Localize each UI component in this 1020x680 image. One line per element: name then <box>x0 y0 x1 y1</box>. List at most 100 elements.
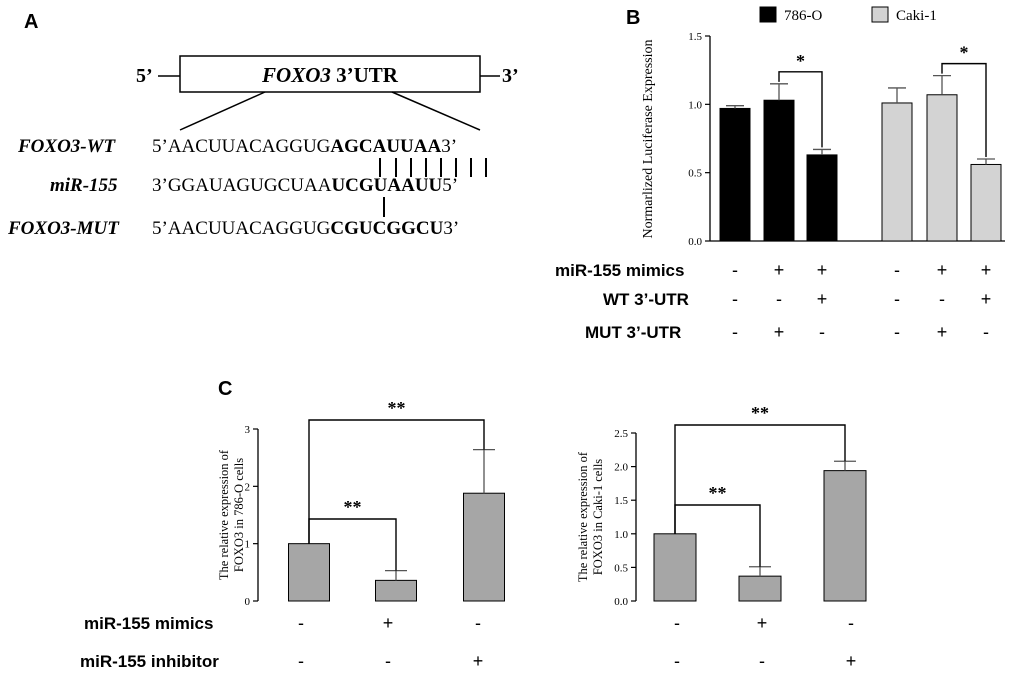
sig-bracket-1 <box>941 62 987 157</box>
bar-1 <box>375 579 417 602</box>
mir-seq-label: miR-155 <box>50 175 118 196</box>
cond-c-sym-1-5: + <box>846 651 857 671</box>
cond-b-sym-2-3: - <box>894 322 900 342</box>
sequence-alignment: FOXO3-WT 5’AACUUACAGGUGAGCAUUAA3’ miR-15… <box>7 136 487 239</box>
legend-label-0: 786-O <box>784 8 822 24</box>
y-tick-label-2: 1.0 <box>614 529 628 541</box>
legend-swatch-0 <box>759 6 777 23</box>
chart-b: 786-O Caki-1 0.0 0.5 1.0 1.5 Normarlized Lucif… <box>641 6 1005 248</box>
zoom-line-left <box>179 91 266 131</box>
y-tick-label-3: 1.5 <box>614 495 628 507</box>
cond-b-sym-2-0: - <box>732 322 738 342</box>
bar-0 <box>653 533 697 602</box>
y-tick-label-3: 3 <box>245 424 251 436</box>
sig-label-1: * <box>960 43 969 63</box>
chart-c-right: 0.0 0.5 1.0 1.5 2.0 2.5 The relative expressio… <box>576 403 867 608</box>
y-axis-label: The relative expression ofFOXO3 in Caki-… <box>576 451 605 582</box>
utr-box <box>179 55 481 93</box>
wt-seq-label: FOXO3-WT <box>17 136 117 157</box>
y-tick-label-0: 0.0 <box>688 236 702 248</box>
sig-label-0: * <box>796 51 805 71</box>
cond-b-sym-0-2: + <box>817 260 828 280</box>
cond-c-label-1: miR-155 inhibitor <box>80 652 219 671</box>
bar-Caki-1-1 <box>926 94 958 242</box>
y-tick-label-4: 2.0 <box>614 462 628 474</box>
y-tick-label-0: 0 <box>245 596 251 608</box>
cond-c-sym-0-4: + <box>757 613 768 633</box>
cond-b-sym-1-0: - <box>732 289 738 309</box>
cond-c-sym-0-1: + <box>383 613 394 633</box>
cond-b-symbols: - + + - + + - - + - - + - + - - + - <box>732 260 991 342</box>
legend-label-1: Caki-1 <box>896 8 937 24</box>
sig-bracket-1 <box>674 504 761 567</box>
cond-c-sym-0-0: - <box>298 613 304 633</box>
y-tick-label-3: 1.5 <box>688 31 702 43</box>
panel-b-letter: B <box>626 7 640 29</box>
cond-b-label-1: WT 3’-UTR <box>603 290 689 309</box>
cond-b-sym-2-1: + <box>774 322 785 342</box>
zoom-line-right <box>391 91 481 131</box>
y-axis-label: The relative expression ofFOXO3 in 786-O… <box>217 449 246 580</box>
y-tick-label-2: 1.0 <box>688 99 702 111</box>
cond-b-sym-2-2: - <box>819 322 825 342</box>
panel-c-letter: C <box>218 378 232 400</box>
chart-c-left: 0 1 2 3 The relative expression ofFOXO3 in 7… <box>217 398 505 608</box>
sig-label-1: ** <box>344 497 362 517</box>
three-prime-label: 3’ <box>502 65 519 87</box>
legend-swatch-1 <box>871 6 889 23</box>
panel-a-letter: A <box>24 11 38 33</box>
y-tick-label-2: 2 <box>245 481 251 493</box>
mir-seq: 3’GGAUAGUGCUAAUCGUAAUU5’ <box>152 175 458 196</box>
cond-b-sym-1-4: - <box>939 289 945 309</box>
bar-2 <box>463 492 505 602</box>
cond-b-sym-1-2: + <box>817 289 828 309</box>
conditions-b: miR-155 mimics WT 3’-UTR MUT 3’-UTR - + + -… <box>555 260 991 342</box>
y-tick-label-5: 2.5 <box>614 428 628 440</box>
cond-b-sym-0-4: + <box>937 260 948 280</box>
bar-786-O-0 <box>719 107 751 242</box>
cond-c-sym-1-2: + <box>473 651 484 671</box>
mut-seq: 5’AACUUACAGGUGCGUCGGCU3’ <box>152 218 459 239</box>
bar-786-O-2 <box>806 154 838 242</box>
five-prime-label: 5’ <box>136 65 153 87</box>
sig-bracket-0 <box>778 71 823 148</box>
bar-786-O-1 <box>763 99 795 242</box>
cond-b-sym-0-5: + <box>981 260 992 280</box>
sig-bracket-1 <box>308 518 397 571</box>
cond-b-sym-1-5: + <box>981 289 992 309</box>
base-pair-lines <box>379 158 487 217</box>
conditions-c: miR-155 mimics miR-155 inhibitor - + - - + - -… <box>80 613 856 671</box>
sig-bracket-0 <box>308 419 485 544</box>
cond-b-label-2: MUT 3’-UTR <box>585 323 681 342</box>
cond-b-sym-1-3: - <box>894 289 900 309</box>
bar-Caki-1-0 <box>881 102 913 242</box>
bar-2 <box>823 470 867 602</box>
cond-c-sym-0-2: - <box>475 613 481 633</box>
cond-c-sym-1-3: - <box>674 651 680 671</box>
sig-label-1: ** <box>709 483 727 503</box>
sig-label-0: ** <box>751 403 769 423</box>
y-tick-label-1: 0.5 <box>688 168 702 180</box>
cond-b-sym-0-0: - <box>732 260 738 280</box>
sig-bracket-0 <box>674 424 846 534</box>
bar-0 <box>288 543 330 602</box>
bar-Caki-1-2 <box>970 163 1002 242</box>
cond-b-sym-1-1: - <box>776 289 782 309</box>
y-tick-label-1: 1 <box>245 539 251 551</box>
sig-label-0: ** <box>388 398 406 418</box>
bar-1 <box>738 575 782 602</box>
cond-b-sym-0-3: - <box>894 260 900 280</box>
wt-seq: 5’AACUUACAGGUGAGCAUUAA3’ <box>152 136 457 157</box>
cond-c-sym-0-3: - <box>674 613 680 633</box>
utr-construct: 5’ 3’ FOXO3 3’UTR <box>136 55 519 131</box>
cond-b-sym-2-4: + <box>937 322 948 342</box>
y-axis-label: Normarlized Luciferase Expression <box>641 39 656 238</box>
cond-c-sym-0-5: - <box>848 613 854 633</box>
cond-c-label-0: miR-155 mimics <box>84 614 213 633</box>
utr-box-label: FOXO3 3’UTR <box>261 63 399 87</box>
y-tick-label-0: 0.0 <box>614 596 628 608</box>
cond-c-sym-1-4: - <box>759 651 765 671</box>
cond-b-label-0: miR-155 mimics <box>555 261 684 280</box>
y-tick-label-1: 0.5 <box>614 562 628 574</box>
